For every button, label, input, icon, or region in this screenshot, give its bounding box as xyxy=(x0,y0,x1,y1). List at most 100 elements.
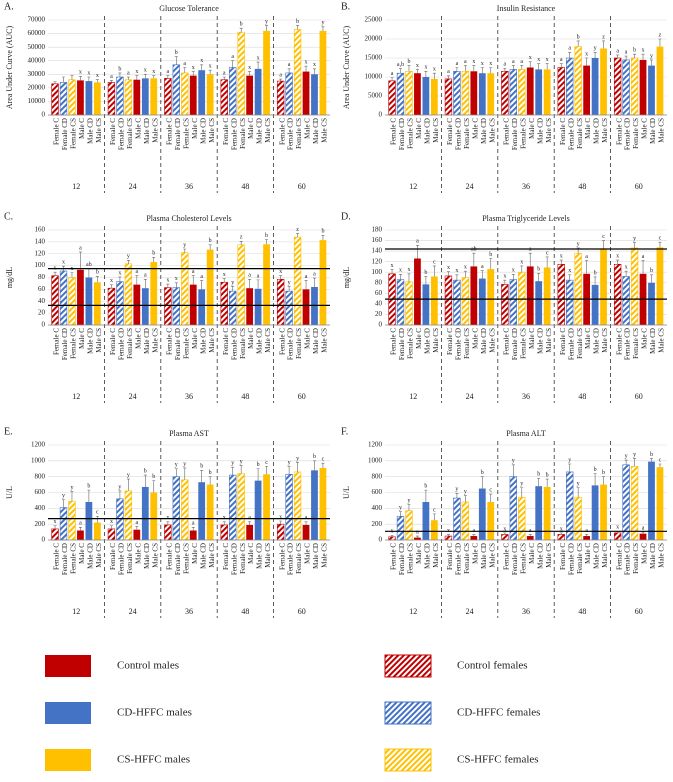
error-bar xyxy=(415,535,419,538)
error-bar xyxy=(432,513,436,521)
bar xyxy=(574,46,582,116)
bar-label: Male CS xyxy=(321,328,329,353)
bar xyxy=(107,287,116,326)
bar-label: Female C xyxy=(109,118,117,145)
bar xyxy=(116,281,124,326)
significance-letter: y xyxy=(183,461,186,467)
error-bar xyxy=(222,278,226,283)
bar-label: Male CD xyxy=(86,328,94,354)
y-tick-label: 1200 xyxy=(31,441,46,449)
bar-label: Male CD xyxy=(593,118,601,144)
error-bar xyxy=(296,233,300,238)
error-bar xyxy=(321,235,325,241)
significance-letter: a xyxy=(223,70,226,76)
y-tick-label: 5000 xyxy=(368,92,383,100)
bar-label: Male CS xyxy=(658,118,666,143)
group-label: 24 xyxy=(129,607,137,616)
bar-label: Female CD xyxy=(511,543,519,575)
error-bar xyxy=(95,276,99,283)
bar xyxy=(229,290,237,326)
significance-letter: x xyxy=(472,59,475,65)
error-bar xyxy=(472,252,476,267)
error-bar xyxy=(624,55,628,60)
bar xyxy=(276,80,285,116)
significance-letter: y xyxy=(568,457,571,463)
significance-letter: ab xyxy=(86,262,92,268)
bar xyxy=(583,65,591,115)
bar-label: Female C xyxy=(222,543,230,570)
bar xyxy=(405,281,413,326)
bar-label: Male C xyxy=(415,328,423,349)
bar-label: Male C xyxy=(134,328,142,349)
bar xyxy=(622,276,630,326)
bar xyxy=(630,57,639,116)
significance-letter: b xyxy=(152,474,155,480)
bar-label: Female CD xyxy=(567,543,575,575)
y-tick-label: 1200 xyxy=(368,441,383,449)
error-bar xyxy=(70,491,74,502)
significance-letter: b xyxy=(407,59,410,65)
significance-letter: a xyxy=(110,74,113,80)
bar xyxy=(630,466,639,541)
error-bar xyxy=(528,61,532,68)
significance-letter: y xyxy=(407,498,410,504)
bar-label: Male CS xyxy=(264,118,272,143)
bar-label: Female C xyxy=(53,328,61,355)
bar-label: Female CD xyxy=(230,328,238,360)
significance-letter: x xyxy=(464,265,467,271)
legend-label: CS-HFFC females xyxy=(457,754,539,766)
error-bar xyxy=(265,466,269,475)
bar xyxy=(133,79,141,115)
y-tick-label: 160 xyxy=(372,236,383,244)
group-label: 36 xyxy=(522,607,530,616)
y-tick-label: 800 xyxy=(372,472,383,480)
significance-letter: y xyxy=(265,19,268,25)
bar-label: Female CS xyxy=(126,543,134,574)
error-bar xyxy=(256,61,260,69)
y-tick-label: 140 xyxy=(35,237,46,245)
significance-letter: x xyxy=(489,61,492,67)
bar-label: Female C xyxy=(53,118,61,145)
error-bar xyxy=(568,463,572,472)
error-bar xyxy=(95,79,99,83)
bar xyxy=(613,264,622,326)
error-bar xyxy=(287,286,291,292)
bar-label: Male C xyxy=(247,543,255,564)
significance-letter: a xyxy=(305,274,308,280)
y-tick-label: 140 xyxy=(372,247,383,255)
bar xyxy=(535,281,543,325)
y-tick-label: 50000 xyxy=(28,43,46,51)
significance-letter: a xyxy=(520,59,523,65)
bar-label: Male C xyxy=(78,328,86,349)
significance-letter: y xyxy=(455,487,458,493)
bar xyxy=(509,476,517,541)
bar xyxy=(648,65,655,115)
significance-letter: y xyxy=(464,489,467,495)
bar-label: Male CS xyxy=(151,328,159,353)
bar-label: Female CS xyxy=(239,543,247,574)
bar-label: Male CS xyxy=(208,328,216,353)
bar-label: Female C xyxy=(559,118,567,145)
bar-label: Female CS xyxy=(519,543,527,574)
bar xyxy=(388,536,396,541)
error-bar xyxy=(109,284,113,289)
significance-letter: x xyxy=(568,268,571,274)
error-bar xyxy=(78,527,82,531)
bar xyxy=(388,80,396,116)
significance-letter: b xyxy=(321,229,324,235)
bar-label: Male CD xyxy=(423,543,431,569)
error-bar xyxy=(296,25,300,30)
significance-letter: b xyxy=(240,22,243,28)
error-bar xyxy=(53,525,57,529)
error-bar xyxy=(489,67,493,74)
error-bar xyxy=(118,276,122,282)
bar-label: Female CD xyxy=(398,543,406,575)
error-bar xyxy=(576,40,580,47)
significance-letter: y xyxy=(127,472,130,478)
bar xyxy=(600,248,607,325)
bar-label: Female CD xyxy=(61,328,69,360)
bar-label: Male C xyxy=(471,118,479,139)
bar xyxy=(51,83,59,116)
group-label: 48 xyxy=(241,392,249,401)
bar xyxy=(229,474,237,541)
